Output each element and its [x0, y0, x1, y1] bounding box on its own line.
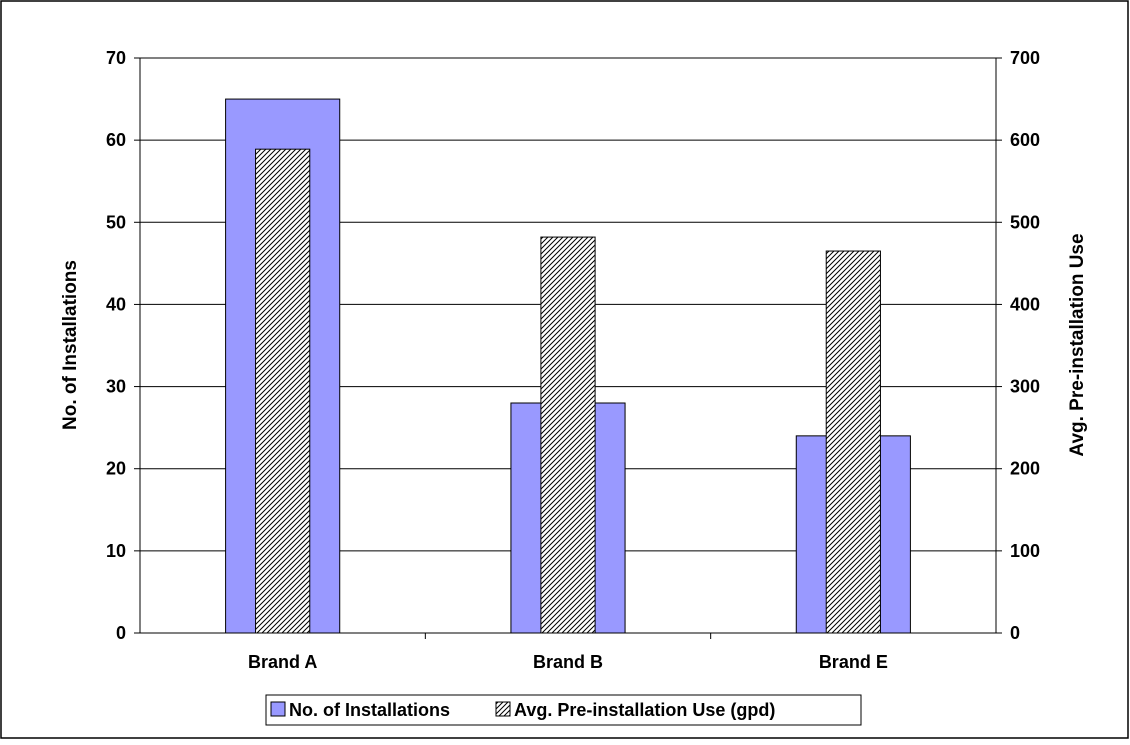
y2-tick-label: 300 [1010, 377, 1040, 397]
y-tick-label: 10 [106, 541, 126, 561]
legend-swatch-installations [270, 701, 286, 717]
bar-pre-installation-use [540, 236, 596, 634]
y-tick-label: 50 [106, 212, 126, 232]
x-tick-label: Brand B [533, 652, 603, 672]
y2-tick-label: 700 [1010, 48, 1040, 68]
y-tick-label: 30 [106, 377, 126, 397]
y2-tick-label: 0 [1010, 623, 1020, 643]
legend-box [265, 694, 862, 726]
bar-pre-installation-use [825, 250, 881, 634]
tick-label-layer: 0102030405060700100200300400500600700Bra… [106, 48, 1040, 672]
y2-tick-label: 500 [1010, 212, 1040, 232]
y-tick-label: 70 [106, 48, 126, 68]
y2-tick-label: 200 [1010, 459, 1040, 479]
x-tick-label: Brand E [819, 652, 888, 672]
axis-layer [134, 57, 1002, 639]
legend-label-installations: No. of Installations [289, 700, 450, 720]
bar-pre-installation-use [255, 148, 311, 634]
x-tick-label: Brand A [248, 652, 317, 672]
y-tick-label: 20 [106, 459, 126, 479]
y2-tick-label: 400 [1010, 294, 1040, 314]
y2-axis-title: Avg. Pre-installation Use [1067, 233, 1088, 456]
legend: No. of Installations Avg. Pre-installati… [265, 694, 862, 726]
y-axis-title: No. of Installations [60, 260, 81, 430]
y-tick-label: 40 [106, 294, 126, 314]
legend-swatch-pre-installation-use [495, 701, 511, 717]
y2-tick-label: 600 [1010, 130, 1040, 150]
y2-tick-label: 100 [1010, 541, 1040, 561]
y-tick-label: 0 [116, 623, 126, 643]
y-tick-label: 60 [106, 130, 126, 150]
legend-label-pre-installation-use: Avg. Pre-installation Use (gpd) [514, 700, 775, 720]
